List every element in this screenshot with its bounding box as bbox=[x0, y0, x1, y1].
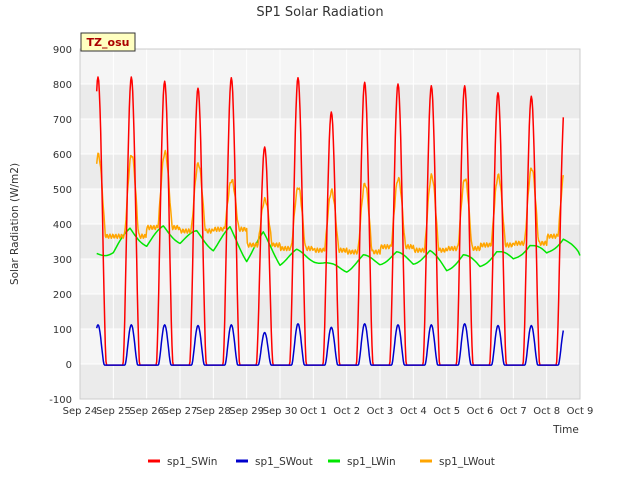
x-tick-label: Oct 2 bbox=[333, 406, 360, 417]
y-tick-label: 500 bbox=[53, 185, 72, 196]
series-line-sp1_SWout bbox=[95, 323, 565, 366]
y-tick-label: 300 bbox=[53, 255, 72, 266]
x-tick-label: Sep 24 bbox=[63, 406, 98, 417]
legend: sp1_SWin sp1_SWout sp1_LWin sp1_LWout bbox=[148, 456, 495, 468]
y-tick-label: 700 bbox=[53, 115, 72, 126]
x-tick-label: Sep 29 bbox=[229, 406, 264, 417]
y-axis-label: Solar Radiation (W/m2) bbox=[9, 163, 21, 285]
x-tick-label: Sep 26 bbox=[129, 406, 164, 417]
series-layer bbox=[95, 76, 581, 366]
chart-title: SP1 Solar Radiation bbox=[256, 5, 383, 20]
y-tick-label: 200 bbox=[53, 290, 72, 301]
legend-label: sp1_SWin bbox=[167, 456, 217, 468]
x-tick-label: Oct 8 bbox=[533, 406, 560, 417]
x-tick-label: Sep 25 bbox=[96, 406, 131, 417]
grid-band bbox=[80, 49, 580, 84]
y-tick-label: 600 bbox=[53, 150, 72, 161]
legend-item: sp1_LWin bbox=[328, 456, 396, 468]
x-tick-label: Oct 9 bbox=[567, 406, 594, 417]
x-tick-label: Oct 7 bbox=[500, 406, 527, 417]
grid-band bbox=[80, 259, 580, 294]
y-tick-label: 900 bbox=[53, 45, 72, 56]
y-tick-label: 800 bbox=[53, 80, 72, 91]
x-tick-label: Sep 30 bbox=[263, 406, 298, 417]
x-tick-label: Oct 1 bbox=[300, 406, 327, 417]
site-label-badge: TZ_osu bbox=[80, 32, 136, 52]
legend-label: sp1_LWin bbox=[347, 456, 396, 468]
y-tick-label: 100 bbox=[53, 325, 72, 336]
legend-item: sp1_SWout bbox=[236, 456, 313, 468]
x-tick-label: Sep 28 bbox=[196, 406, 231, 417]
site-label-text: TZ_osu bbox=[87, 36, 130, 49]
grid-band bbox=[80, 329, 580, 364]
legend-label: sp1_SWout bbox=[255, 456, 313, 468]
y-tick-label: 400 bbox=[53, 220, 72, 231]
series-line-sp1_LWin bbox=[96, 225, 581, 273]
x-tick-label: Sep 27 bbox=[163, 406, 198, 417]
x-tick-label: Oct 4 bbox=[400, 406, 427, 417]
x-tick-label: Oct 3 bbox=[367, 406, 394, 417]
series-line-sp1_LWout bbox=[95, 149, 565, 255]
y-tick-label: -100 bbox=[49, 395, 72, 406]
x-tick-label: Oct 5 bbox=[433, 406, 460, 417]
x-axis-label: Time bbox=[552, 424, 579, 436]
plot-frame bbox=[79, 48, 581, 400]
legend-item: sp1_LWout bbox=[420, 456, 495, 468]
x-tick-label: Oct 6 bbox=[467, 406, 494, 417]
legend-item: sp1_SWin bbox=[148, 456, 217, 468]
legend-label: sp1_LWout bbox=[439, 456, 495, 468]
y-tick-label: 0 bbox=[66, 360, 72, 371]
